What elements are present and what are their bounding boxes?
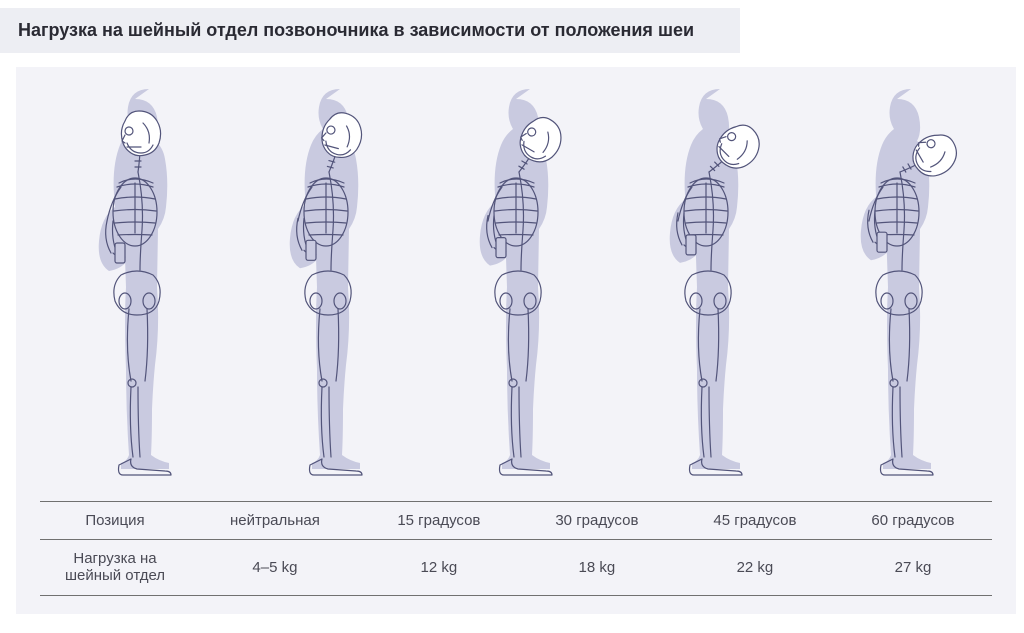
- table-row-position: Позиция нейтральная 15 градусов 30 граду…: [40, 502, 992, 540]
- load-table: Позиция нейтральная 15 градусов 30 граду…: [40, 501, 992, 596]
- table-row-load: Нагрузка нашейный отдел 4–5 kg 12 kg 18 …: [40, 540, 992, 596]
- cell-position-2: 30 градусов: [518, 502, 676, 540]
- infographic-title: Нагрузка на шейный отдел позвоночника в …: [0, 8, 740, 53]
- cell-position-1: 15 градусов: [360, 502, 518, 540]
- cell-load-4: 27 kg: [834, 540, 992, 596]
- cell-position-4: 60 градусов: [834, 502, 992, 540]
- figure-row: [40, 87, 992, 487]
- cell-load-1: 12 kg: [360, 540, 518, 596]
- figure-45deg: [611, 87, 801, 487]
- row-label-position: Позиция: [40, 502, 190, 540]
- row-label-load: Нагрузка нашейный отдел: [40, 540, 190, 596]
- infographic-panel: Позиция нейтральная 15 градусов 30 граду…: [16, 67, 1016, 614]
- figure-15deg: [230, 87, 420, 487]
- figure-30deg: [421, 87, 611, 487]
- cell-load-3: 22 kg: [676, 540, 834, 596]
- figure-60deg: [802, 87, 992, 487]
- cell-position-0: нейтральная: [190, 502, 360, 540]
- cell-load-2: 18 kg: [518, 540, 676, 596]
- figure-neutral: [40, 87, 230, 487]
- cell-load-0: 4–5 kg: [190, 540, 360, 596]
- cell-position-3: 45 градусов: [676, 502, 834, 540]
